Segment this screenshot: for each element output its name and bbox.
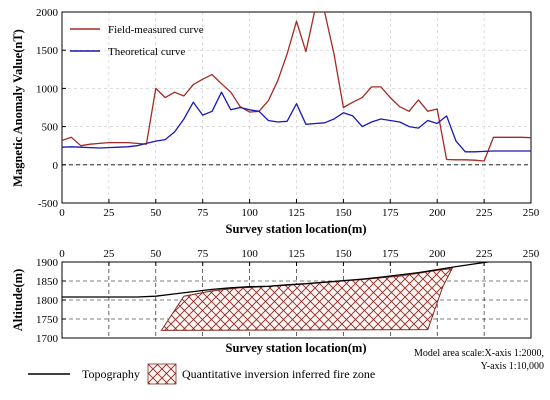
top-y-tick-label: 1000	[36, 83, 59, 95]
fire-zone-polygon	[160, 267, 454, 331]
top-x-tick-label: 0	[59, 207, 65, 219]
bottom-x-tick-label: 100	[241, 248, 258, 260]
altitude-chart: 0 25 50 75 100 125 150 175 200 225 250 1700 1750 180…	[11, 248, 544, 385]
bottom-x-tick-label: 225	[476, 248, 493, 260]
legend-swatch-fire-zone	[147, 363, 177, 385]
top-x-tick-label: 25	[103, 207, 115, 219]
bottom-x-tick-label: 50	[150, 248, 162, 260]
bottom-x-tick-label: 125	[288, 248, 305, 260]
bottom-x-tick-label: 250	[523, 248, 540, 260]
legend-label-fire-zone: Quantitative inversion inferred fire zon…	[182, 367, 375, 381]
bottom-y-tick-label: 1750	[36, 314, 59, 326]
bottom-x-tick-label: 25	[103, 248, 115, 260]
bottom-y-tick-labels: 1700 1750 1800 1850 1900	[36, 257, 59, 345]
scale-note-line2: Y-axis 1:10,000	[481, 361, 544, 372]
top-x-tick-label: 150	[335, 207, 352, 219]
top-plot-frame	[61, 11, 532, 204]
top-legend: Field-measured curve Theoretical curve	[70, 24, 204, 58]
legend-label-topography: Topography	[82, 367, 140, 381]
field-measured-curve	[62, 12, 531, 162]
top-y-tick-label: 2000	[36, 7, 59, 19]
theoretical-curve	[62, 91, 531, 153]
top-y-tick-labels: -500 0 500 1000 1500 2000	[36, 7, 59, 210]
top-y-tick-label: 1500	[36, 45, 59, 57]
bottom-x-tick-label: 150	[335, 248, 352, 260]
bottom-x-tick-label: 75	[197, 248, 209, 260]
bottom-y-tick-label: 1850	[36, 276, 59, 288]
scale-note-line1: Model area scale:X-axis 1:2000,	[414, 348, 544, 359]
top-y-tick-label: -500	[38, 198, 59, 210]
top-x-tick-label: 225	[476, 207, 493, 219]
bottom-x-tick-label: 175	[382, 248, 399, 260]
top-x-tick-label: 175	[382, 207, 399, 219]
bottom-y-axis-title: Altitude(m)	[11, 269, 25, 332]
bottom-content-group	[62, 262, 493, 331]
bottom-legend: Topography Quantitative inversion inferr…	[28, 363, 375, 385]
bottom-x-axis-title: Survey station location(m)	[226, 341, 367, 355]
top-x-tick-label: 125	[288, 207, 305, 219]
top-x-axis-title: Survey station location(m)	[226, 222, 367, 236]
bottom-plot-frame	[61, 261, 532, 339]
bottom-y-tick-label: 1900	[36, 257, 59, 269]
top-y-axis-title: Magnetic Anomaly Value(nT)	[11, 29, 25, 187]
top-x-tick-label: 100	[241, 207, 258, 219]
top-series-group	[62, 12, 531, 162]
top-y-tick-label: 0	[53, 160, 59, 172]
bottom-y-tick-label: 1800	[36, 295, 59, 307]
top-x-tick-label: 50	[150, 207, 162, 219]
bottom-x-tick-labels: 0 25 50 75 100 125 150 175 200 225 250	[59, 248, 540, 260]
top-x-tick-label: 75	[197, 207, 209, 219]
legend-label-theoretical: Theoretical curve	[108, 46, 185, 58]
legend-label-field: Field-measured curve	[108, 24, 204, 36]
top-grid	[61, 11, 532, 204]
topography-line	[62, 262, 493, 298]
top-y-tick-label: 500	[42, 122, 59, 134]
top-x-tick-labels: 0 25 50 75 100 125 150 175 200 225 250	[59, 207, 540, 219]
top-x-tick-label: 250	[523, 207, 540, 219]
top-x-tick-label: 200	[429, 207, 446, 219]
bottom-x-tick-label: 0	[59, 248, 65, 260]
bottom-x-tick-label: 200	[429, 248, 446, 260]
bottom-y-tick-label: 1700	[36, 333, 59, 345]
